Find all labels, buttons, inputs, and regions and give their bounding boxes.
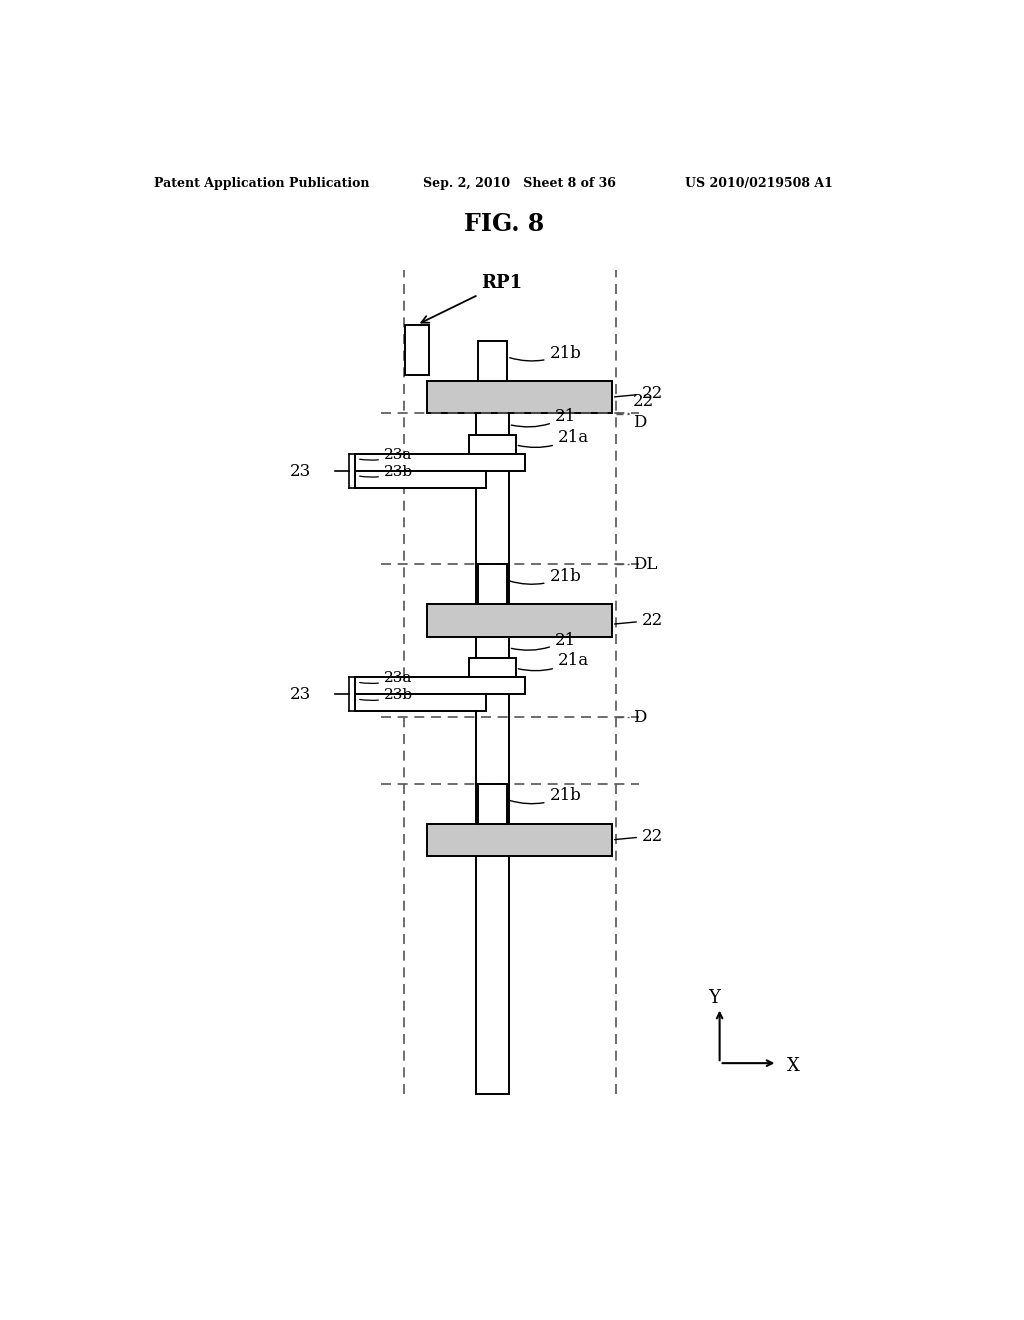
Bar bbox=[427, 824, 611, 857]
Text: X: X bbox=[786, 1057, 800, 1076]
Text: 22: 22 bbox=[614, 612, 664, 628]
Text: US 2010/0219508 A1: US 2010/0219508 A1 bbox=[685, 177, 833, 190]
Text: 21: 21 bbox=[511, 408, 577, 426]
Text: DL: DL bbox=[633, 556, 657, 573]
Text: 22: 22 bbox=[633, 393, 654, 411]
Text: 21: 21 bbox=[511, 631, 577, 651]
Text: 23a: 23a bbox=[359, 447, 413, 462]
Text: FIG. 8: FIG. 8 bbox=[464, 211, 544, 236]
Text: D: D bbox=[633, 709, 646, 726]
Text: 22: 22 bbox=[614, 828, 664, 845]
Text: 23: 23 bbox=[290, 462, 311, 479]
Text: Y: Y bbox=[708, 990, 720, 1007]
Bar bbox=[355, 677, 524, 694]
Bar bbox=[355, 454, 524, 471]
Text: RP1: RP1 bbox=[421, 275, 522, 322]
Bar bbox=[476, 857, 509, 1094]
Bar bbox=[476, 636, 509, 824]
Text: 23b: 23b bbox=[359, 465, 413, 479]
Text: 21b: 21b bbox=[510, 568, 582, 585]
Text: 21a: 21a bbox=[518, 429, 589, 447]
Text: 23: 23 bbox=[290, 686, 311, 702]
Bar bbox=[427, 381, 611, 413]
Text: 22: 22 bbox=[614, 384, 664, 401]
Bar bbox=[427, 605, 611, 636]
Text: 21a: 21a bbox=[518, 652, 589, 671]
Bar bbox=[355, 694, 486, 711]
Bar bbox=[478, 564, 507, 605]
Bar bbox=[478, 341, 507, 381]
Text: D: D bbox=[633, 414, 646, 432]
Bar bbox=[469, 659, 515, 677]
Bar bbox=[478, 784, 507, 824]
Bar bbox=[406, 325, 429, 375]
Text: 23b: 23b bbox=[359, 688, 413, 702]
Text: Patent Application Publication: Patent Application Publication bbox=[154, 177, 370, 190]
Bar bbox=[469, 434, 515, 454]
Bar bbox=[355, 471, 486, 488]
Text: 21b: 21b bbox=[510, 345, 582, 362]
Text: 23a: 23a bbox=[359, 671, 413, 685]
Text: 21b: 21b bbox=[510, 787, 582, 804]
Bar bbox=[476, 413, 509, 605]
Text: Sep. 2, 2010   Sheet 8 of 36: Sep. 2, 2010 Sheet 8 of 36 bbox=[423, 177, 616, 190]
